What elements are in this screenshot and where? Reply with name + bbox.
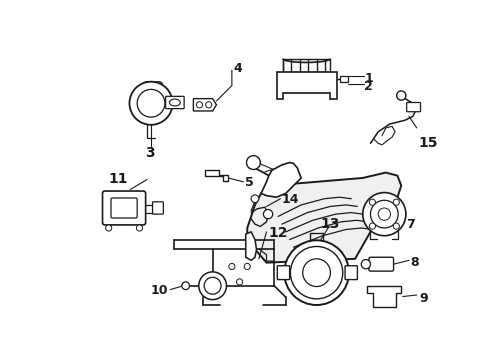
Text: 5: 5 xyxy=(245,176,254,189)
Polygon shape xyxy=(205,170,228,181)
FancyBboxPatch shape xyxy=(345,266,357,280)
Text: 4: 4 xyxy=(233,62,242,76)
Circle shape xyxy=(361,260,370,269)
Circle shape xyxy=(244,264,250,270)
Circle shape xyxy=(106,225,112,231)
FancyBboxPatch shape xyxy=(277,266,290,280)
Circle shape xyxy=(237,279,243,285)
Circle shape xyxy=(393,199,399,205)
Circle shape xyxy=(129,82,172,125)
Circle shape xyxy=(182,282,190,289)
Polygon shape xyxy=(367,286,401,307)
Circle shape xyxy=(369,199,375,205)
Circle shape xyxy=(284,240,349,305)
Circle shape xyxy=(196,102,203,108)
FancyBboxPatch shape xyxy=(341,76,348,82)
Polygon shape xyxy=(276,72,337,99)
Polygon shape xyxy=(194,99,217,111)
Polygon shape xyxy=(261,163,301,197)
Text: 6: 6 xyxy=(276,169,285,182)
Circle shape xyxy=(264,210,273,219)
Text: 3: 3 xyxy=(145,147,154,160)
FancyBboxPatch shape xyxy=(369,257,393,271)
Polygon shape xyxy=(247,172,401,263)
Circle shape xyxy=(397,91,406,100)
FancyBboxPatch shape xyxy=(102,191,146,225)
Circle shape xyxy=(393,223,399,229)
Text: 2: 2 xyxy=(365,80,373,93)
Text: 8: 8 xyxy=(411,256,419,270)
Text: 14: 14 xyxy=(282,193,299,206)
Text: 7: 7 xyxy=(406,218,415,231)
Text: 12: 12 xyxy=(268,226,288,240)
Circle shape xyxy=(229,264,235,270)
Circle shape xyxy=(363,193,406,236)
Circle shape xyxy=(303,259,330,287)
Circle shape xyxy=(246,156,260,170)
FancyBboxPatch shape xyxy=(407,103,420,112)
Circle shape xyxy=(378,208,391,220)
Circle shape xyxy=(251,195,259,203)
Circle shape xyxy=(370,200,398,228)
Text: 1: 1 xyxy=(365,72,373,85)
Text: 11: 11 xyxy=(109,172,128,186)
Circle shape xyxy=(369,223,375,229)
Text: 9: 9 xyxy=(419,292,428,305)
FancyBboxPatch shape xyxy=(111,198,137,218)
Circle shape xyxy=(137,89,165,117)
Circle shape xyxy=(136,225,143,231)
Circle shape xyxy=(206,102,212,108)
FancyBboxPatch shape xyxy=(166,96,184,109)
Circle shape xyxy=(291,247,343,299)
Text: 10: 10 xyxy=(151,284,169,297)
Text: 13: 13 xyxy=(320,217,340,231)
Polygon shape xyxy=(245,232,257,260)
FancyBboxPatch shape xyxy=(152,202,163,214)
Circle shape xyxy=(204,277,221,294)
Text: 15: 15 xyxy=(418,136,438,150)
Circle shape xyxy=(199,272,226,300)
Ellipse shape xyxy=(170,99,180,106)
